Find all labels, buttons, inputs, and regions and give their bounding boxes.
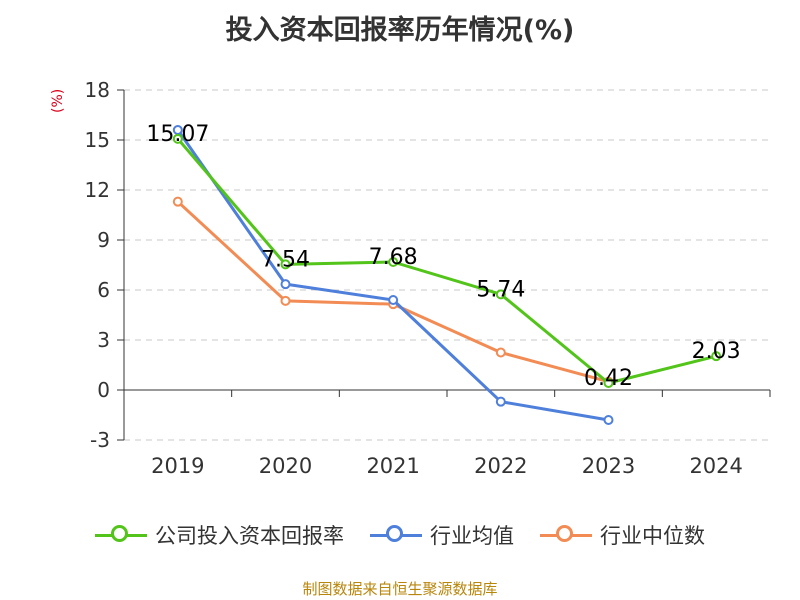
- data-point: [711, 351, 722, 362]
- data-label: 0.42: [584, 366, 633, 391]
- legend-item: 行业均值: [370, 520, 514, 550]
- series-line: [176, 129, 609, 422]
- data-source-note: 制图数据来自恒生聚源数据库: [302, 580, 498, 598]
- x-tick-label: 2021: [366, 454, 419, 478]
- series-line: [176, 137, 717, 385]
- data-label: 2.03: [692, 339, 741, 364]
- legend-item: 行业中位数: [540, 520, 705, 550]
- data-point: [495, 289, 506, 300]
- y-tick-label: 9: [97, 228, 110, 252]
- data-point: [603, 415, 614, 425]
- data-label: 5.74: [476, 277, 525, 302]
- data-point: [388, 295, 399, 305]
- legend-label: 公司投入资本回报率: [155, 524, 344, 548]
- data-point: [495, 396, 506, 407]
- x-tick-label: 2022: [474, 454, 527, 478]
- x-tick-label: 2024: [689, 454, 742, 478]
- data-point: [280, 259, 291, 270]
- chart-title: 投入资本回报率历年情况(%): [225, 15, 575, 46]
- x-tick-label: 2020: [259, 454, 312, 478]
- y-tick-label: 0: [97, 378, 110, 402]
- chart-legend: 公司投入资本回报率 行业均值 行业中位数: [0, 520, 800, 550]
- legend-marker: [540, 523, 592, 547]
- legend-marker: [370, 523, 422, 547]
- data-point: [280, 279, 291, 290]
- y-tick-label: -3: [90, 428, 110, 452]
- data-point: [495, 347, 506, 358]
- data-point: [388, 257, 399, 267]
- legend-marker: [95, 523, 147, 547]
- data-point: [603, 378, 614, 388]
- legend-item: 公司投入资本回报率: [95, 520, 344, 550]
- legend-label: 行业均值: [430, 524, 514, 548]
- y-tick-label: 12: [85, 178, 110, 202]
- data-point: [172, 133, 183, 144]
- data-point: [172, 196, 183, 207]
- y-tick-label: 15: [85, 128, 110, 152]
- y-tick-label: 6: [97, 278, 110, 302]
- x-tick-label: 2019: [151, 454, 204, 478]
- data-label: 7.54: [261, 247, 310, 272]
- x-tick-label: 2023: [582, 454, 635, 478]
- y-tick-label: 18: [85, 78, 110, 102]
- y-tick-label: 3: [97, 328, 110, 352]
- data-label: 7.68: [369, 245, 418, 270]
- legend-label: 行业中位数: [600, 524, 705, 548]
- series-line: [176, 200, 609, 384]
- data-point: [280, 295, 291, 306]
- data-label: 15.07: [146, 122, 209, 147]
